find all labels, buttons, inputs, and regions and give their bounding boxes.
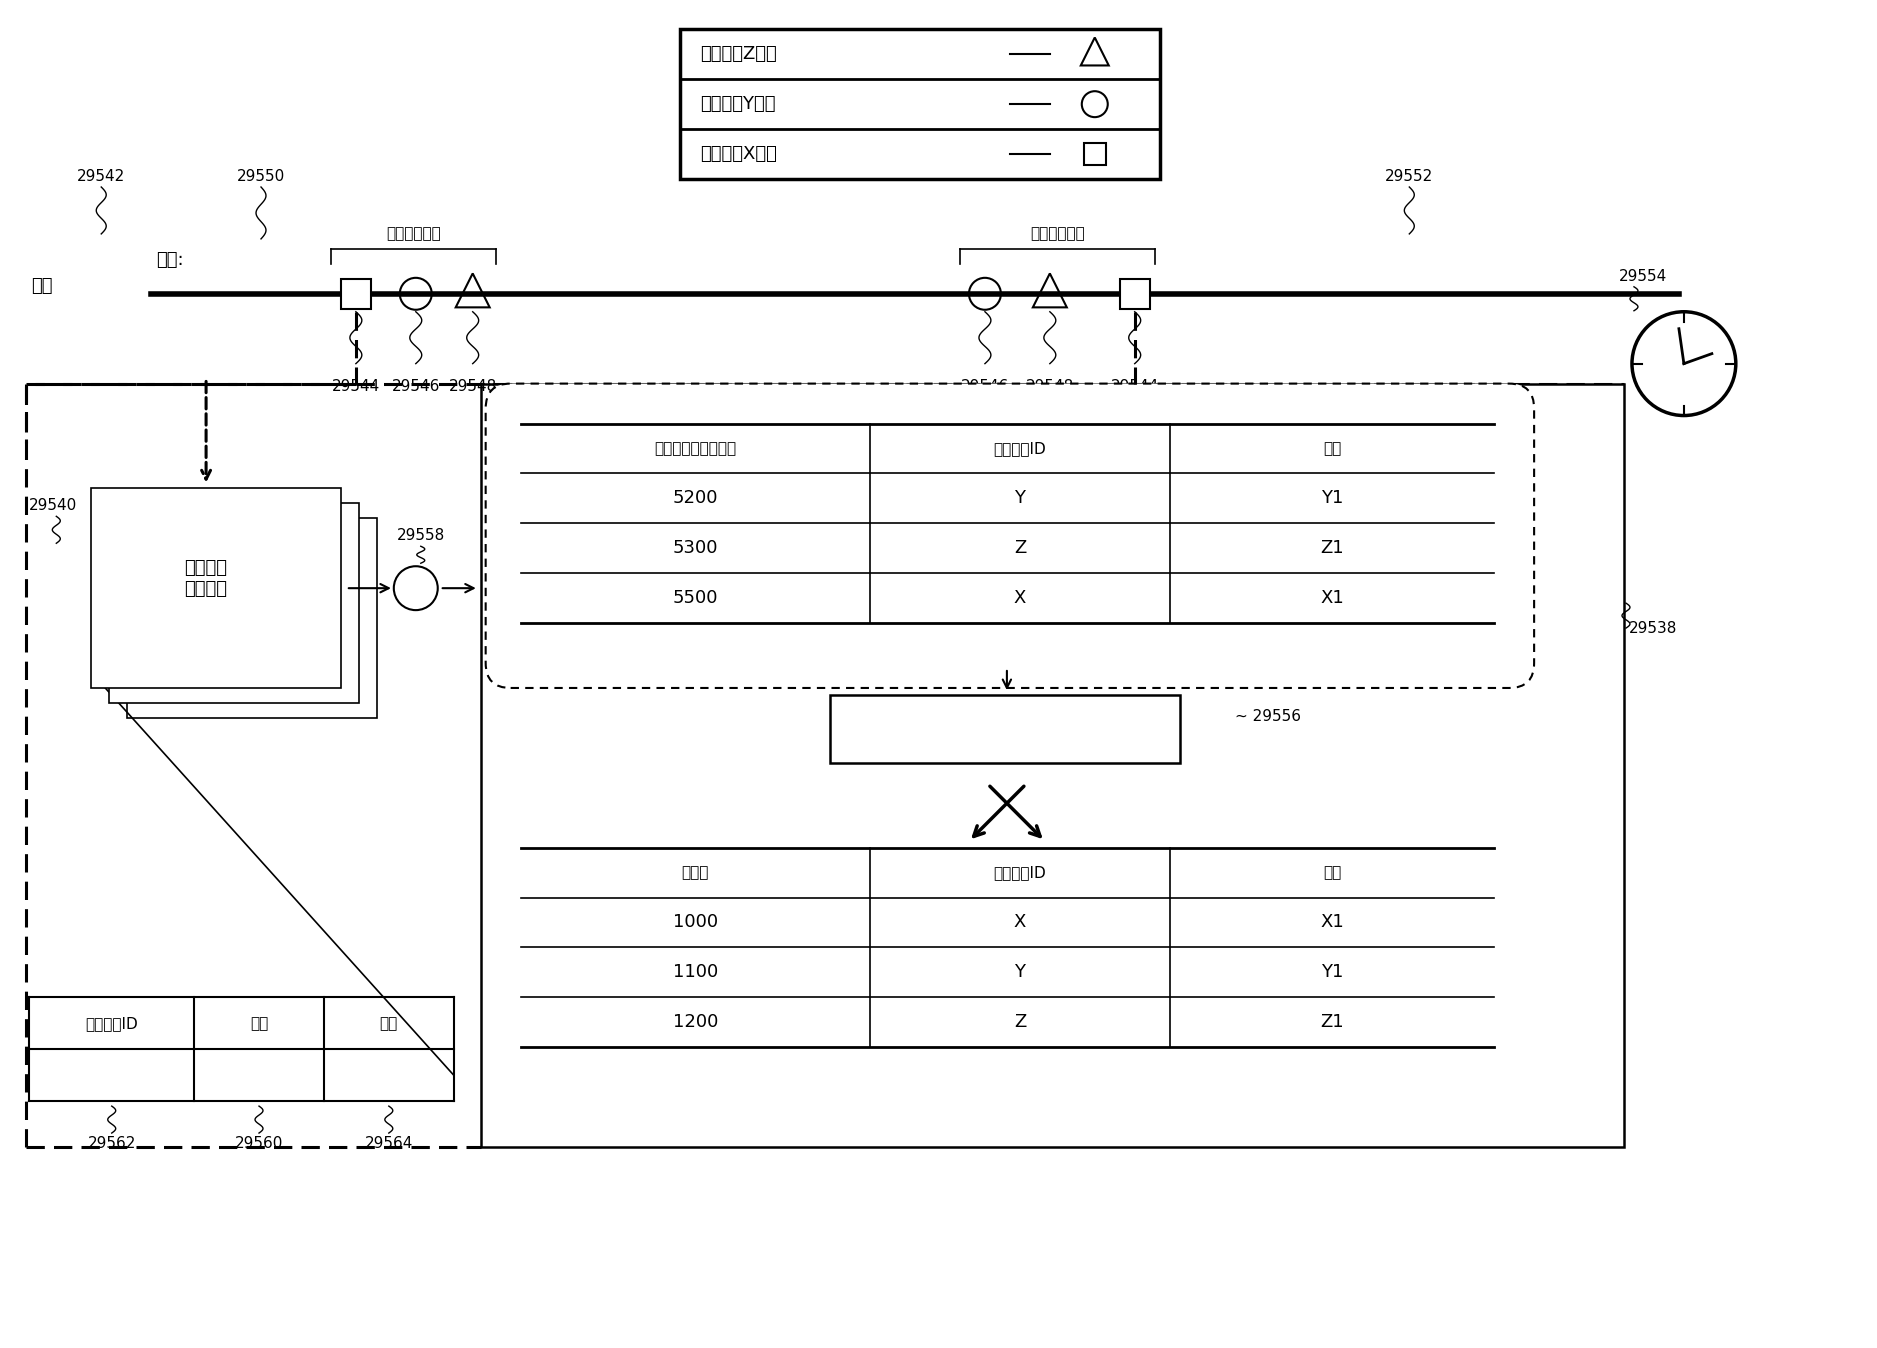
FancyBboxPatch shape [1083, 143, 1106, 164]
Text: 接收时的集线器时间: 接收时的集线器时间 [655, 441, 736, 456]
Text: 1100: 1100 [672, 964, 719, 981]
Text: 5300: 5300 [672, 539, 719, 557]
FancyBboxPatch shape [679, 30, 1160, 179]
Text: 29564: 29564 [364, 1136, 413, 1151]
Text: 29562: 29562 [88, 1136, 135, 1151]
Text: 感测系统Y测量: 感测系统Y测量 [700, 96, 775, 113]
Text: 29550: 29550 [237, 168, 285, 185]
Text: 5500: 5500 [672, 589, 719, 607]
Text: Z: Z [1014, 539, 1027, 557]
FancyBboxPatch shape [109, 503, 359, 702]
Text: ~ 29556: ~ 29556 [1235, 709, 1301, 724]
Text: 1200: 1200 [672, 1014, 719, 1031]
Text: 29538: 29538 [1629, 620, 1678, 636]
Text: 测量: 测量 [1323, 441, 1340, 456]
Text: 测量: 测量 [1323, 865, 1340, 880]
Text: Z: Z [1014, 1014, 1027, 1031]
Text: 感测系统ID: 感测系统ID [993, 865, 1045, 880]
Text: 实时: 实时 [32, 276, 53, 295]
FancyBboxPatch shape [481, 384, 1624, 1147]
Text: 感测系统X测量: 感测系统X测量 [700, 146, 777, 163]
Text: 29560: 29560 [235, 1136, 283, 1151]
FancyBboxPatch shape [92, 488, 342, 687]
Text: 29548: 29548 [1025, 379, 1074, 394]
Text: 感测系统Z测量: 感测系统Z测量 [700, 46, 777, 63]
FancyBboxPatch shape [830, 696, 1179, 763]
Text: 时间:: 时间: [156, 251, 184, 268]
FancyBboxPatch shape [1121, 279, 1151, 309]
Text: 感测系统ID: 感测系统ID [84, 1016, 139, 1031]
Text: 29558: 29558 [396, 528, 445, 543]
FancyBboxPatch shape [342, 279, 372, 309]
Text: Z1: Z1 [1320, 1014, 1344, 1031]
Text: 29544: 29544 [332, 379, 379, 394]
Text: X: X [1014, 914, 1027, 931]
Text: 29540: 29540 [30, 499, 77, 514]
Text: 29546: 29546 [961, 379, 1010, 394]
Text: 29548: 29548 [449, 379, 497, 394]
Text: X1: X1 [1320, 914, 1344, 931]
Text: 29552: 29552 [1385, 168, 1434, 185]
Text: 5200: 5200 [672, 489, 719, 507]
Text: 所接收的测量: 所接收的测量 [1030, 226, 1085, 241]
Text: 时间: 时间 [379, 1016, 398, 1031]
Text: 处理单元: 处理单元 [1029, 402, 1076, 421]
Text: Y: Y [1014, 964, 1025, 981]
FancyBboxPatch shape [128, 519, 377, 718]
Text: 时间码应用: 时间码应用 [978, 720, 1032, 737]
Text: 时间码: 时间码 [681, 865, 710, 880]
Text: Z1: Z1 [1320, 539, 1344, 557]
Text: 1000: 1000 [672, 914, 717, 931]
Text: 29544: 29544 [1111, 379, 1158, 394]
Text: Y1: Y1 [1321, 489, 1344, 507]
Text: 29546: 29546 [392, 379, 439, 394]
Text: 外科感测
系统数据: 外科感测 系统数据 [184, 559, 227, 597]
Text: 29542: 29542 [77, 168, 126, 185]
FancyBboxPatch shape [486, 384, 1534, 687]
Text: Y1: Y1 [1321, 964, 1344, 981]
Text: Y: Y [1014, 489, 1025, 507]
Text: 测量: 测量 [250, 1016, 268, 1031]
Text: 感测系统ID: 感测系统ID [993, 441, 1045, 456]
Text: 所感测的测量: 所感测的测量 [387, 226, 441, 241]
Text: X1: X1 [1320, 589, 1344, 607]
Text: X: X [1014, 589, 1027, 607]
Text: 29554: 29554 [1620, 268, 1667, 284]
